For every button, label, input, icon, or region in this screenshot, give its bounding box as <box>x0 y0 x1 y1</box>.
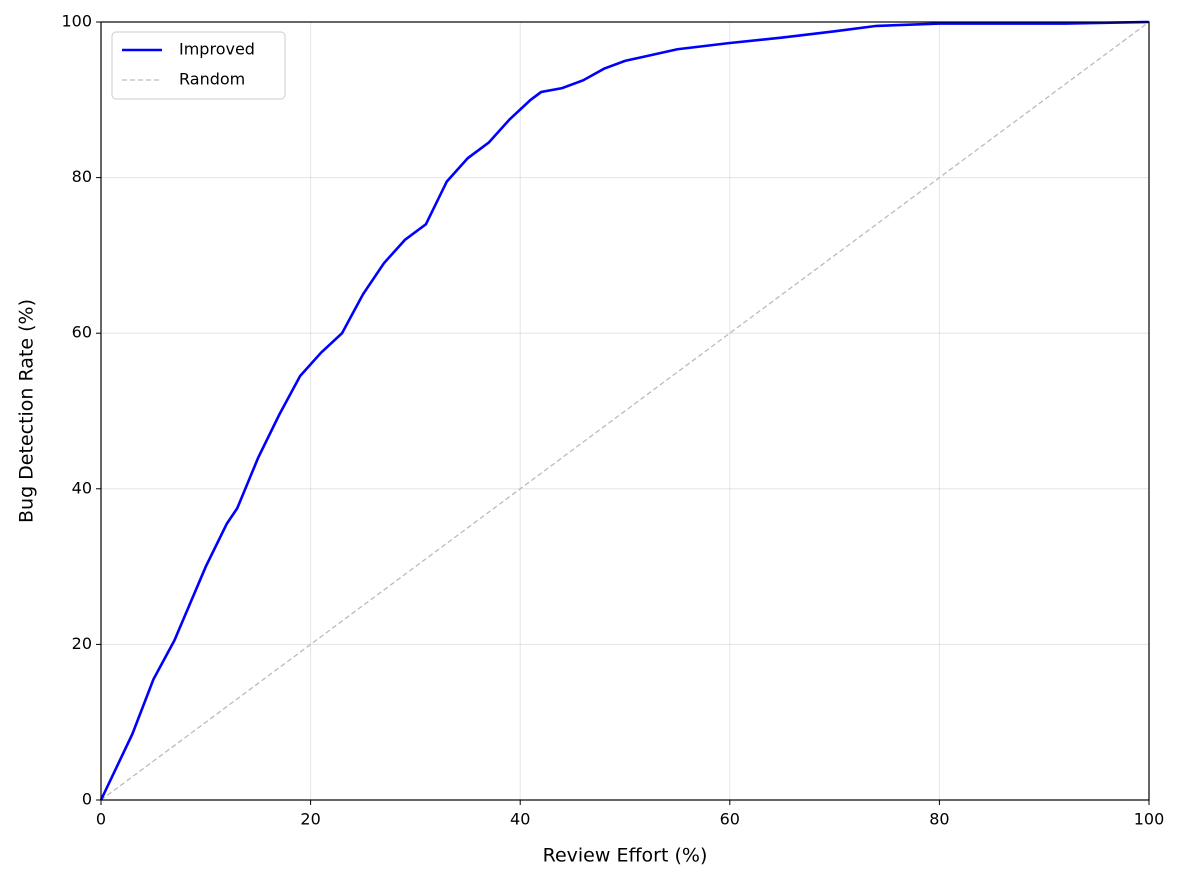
x-tick-label: 100 <box>1134 810 1165 829</box>
x-axis-label: Review Effort (%) <box>543 845 708 867</box>
y-tick-label: 0 <box>82 790 92 809</box>
line <box>99 20 1150 801</box>
y-axis-label: Bug Detection Rate (%) <box>16 299 38 523</box>
line <box>100 21 1150 801</box>
x-tick-label: 40 <box>510 810 530 829</box>
x-tick-label: 20 <box>300 810 320 829</box>
y-tick-label: 20 <box>72 634 92 653</box>
y-tick-label: 100 <box>61 12 92 31</box>
y-tick-label: 80 <box>72 167 92 186</box>
y-tick-label: 40 <box>72 478 92 497</box>
legend: Improved Random <box>111 31 286 100</box>
x-tick-label: 80 <box>929 810 949 829</box>
legend-label: Improved <box>179 40 255 59</box>
x-tick-label: 60 <box>720 810 740 829</box>
x-tick-label: 0 <box>96 810 106 829</box>
y-tick-label: 60 <box>72 323 92 342</box>
legend-label: Random <box>179 70 245 89</box>
plot-frame <box>100 21 1150 801</box>
